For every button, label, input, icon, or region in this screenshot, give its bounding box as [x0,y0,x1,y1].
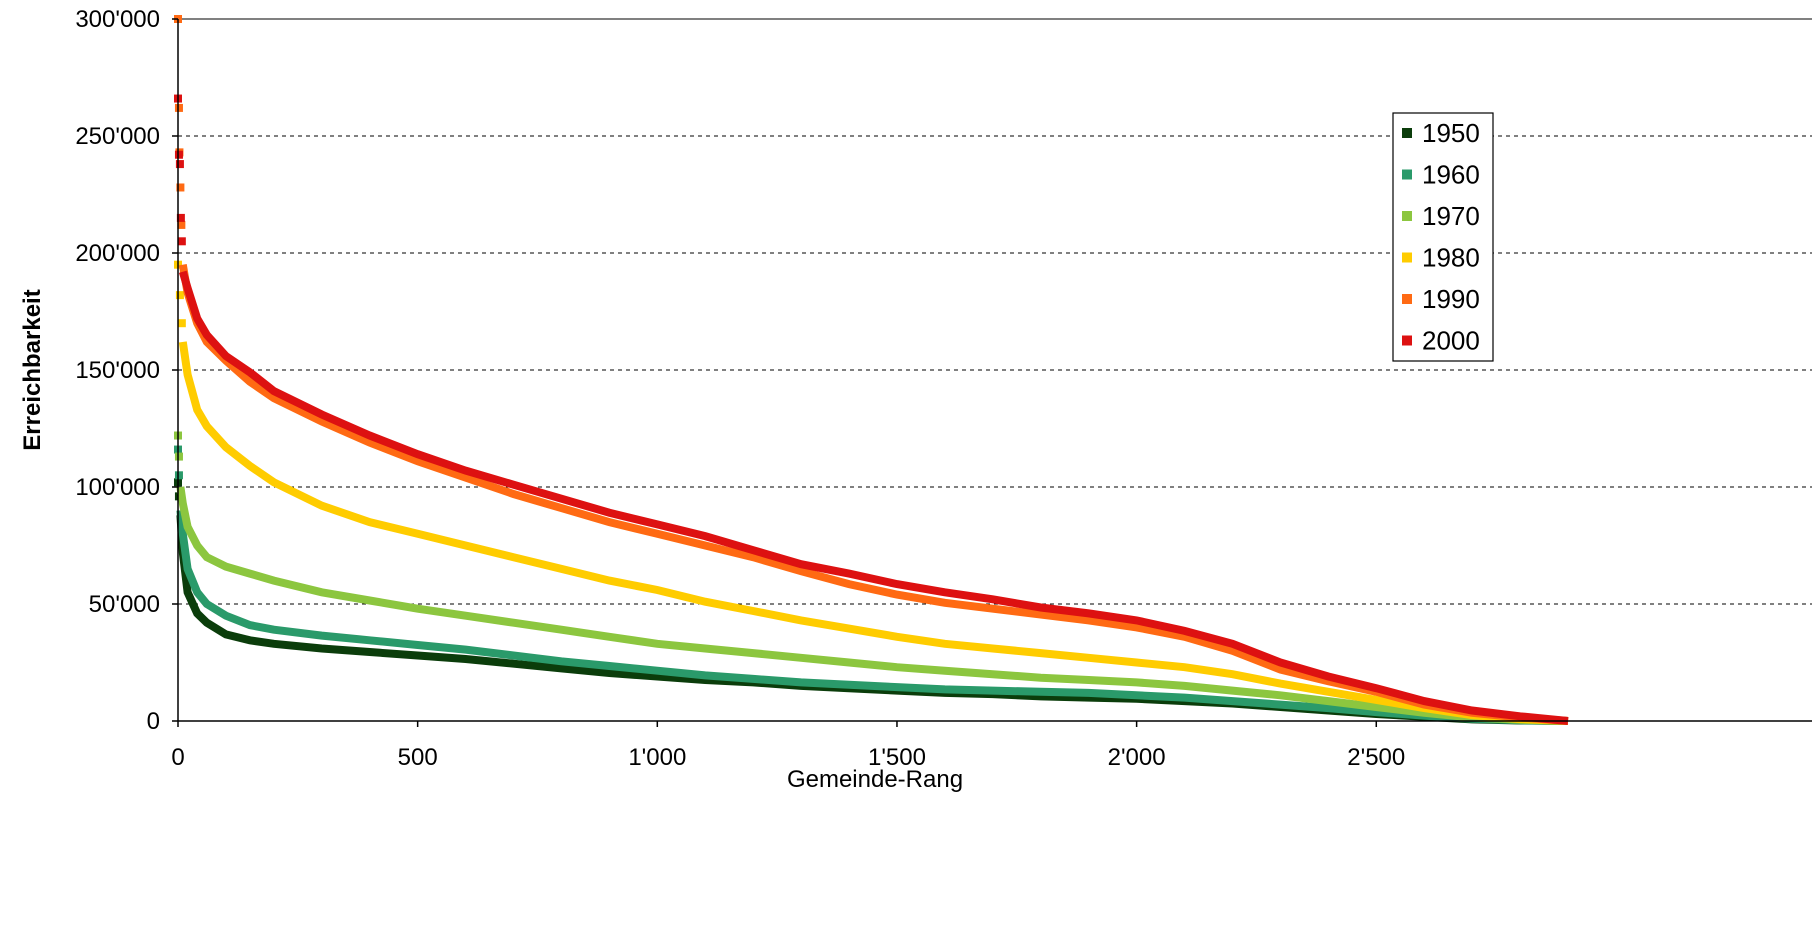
series-line-1990 [178,264,1569,725]
legend-swatch-1990 [1402,294,1412,304]
series-line-1960 [176,509,1569,725]
x-tick-label: 500 [398,744,438,771]
y-tick-label: 150'000 [75,357,160,384]
series-point-2000 [174,150,183,159]
legend-label-1970: 1970 [1422,201,1480,231]
y-tick-label: 0 [147,708,160,735]
legend-label-2000: 2000 [1422,326,1480,356]
y-tick-label: 100'000 [75,474,160,501]
legend-swatch-2000 [1402,335,1412,346]
x-tick-label: 2'000 [1108,744,1166,771]
series-point-2000 [177,237,186,246]
series-1960 [174,445,1569,725]
x-axis-title: Gemeinde-Rang [787,766,963,793]
legend-label-1950: 1950 [1422,118,1480,148]
x-tick-label: 2'500 [1347,744,1405,771]
legend-label-1980: 1980 [1422,243,1480,273]
x-tick-labels: 0 500 1'000 1'500 2'000 2'500 [171,721,1405,771]
y-tick-labels: 0 50'000 100'000 150'000 200'000 250'000 300'0… [75,6,178,735]
y-tick-label: 50'000 [89,591,160,618]
series-point-1970 [174,452,183,461]
x-tick-label: 0 [171,744,184,771]
series-line-2000 [178,270,1569,725]
x-tick-label: 1'000 [628,744,686,771]
series-line-1980 [178,341,1569,725]
series-point-1980 [177,319,186,328]
legend-swatch-1980 [1402,252,1412,263]
series-point-1980 [175,291,184,300]
legend-label-1960: 1960 [1422,160,1480,190]
series-point-1990 [177,220,186,229]
y-tick-label: 300'000 [75,6,160,33]
y-axis-title: Erreichbarkeit [19,289,46,450]
legend-swatch-1950 [1402,128,1412,138]
series-2000 [174,94,1569,725]
legend: 1950 1960 1970 1980 1990 2000 [1392,112,1494,362]
legend-swatch-1970 [1402,211,1412,221]
series-group [174,15,1569,725]
series-point-1960 [174,471,183,480]
series-1990 [174,15,1569,725]
y-tick-label: 250'000 [75,123,160,150]
legend-swatch-1960 [1402,169,1412,180]
series-point-1990 [174,103,183,112]
gridlines [178,18,1812,605]
series-point-2000 [176,213,185,222]
series-point-1990 [176,183,185,192]
y-tick-label: 200'000 [75,240,160,267]
series-line-1970 [176,486,1569,725]
x-tick-label: 1'500 [868,744,926,771]
series-point-2000 [175,160,184,169]
legend-label-1990: 1990 [1422,284,1480,314]
legend-box [1392,112,1494,362]
